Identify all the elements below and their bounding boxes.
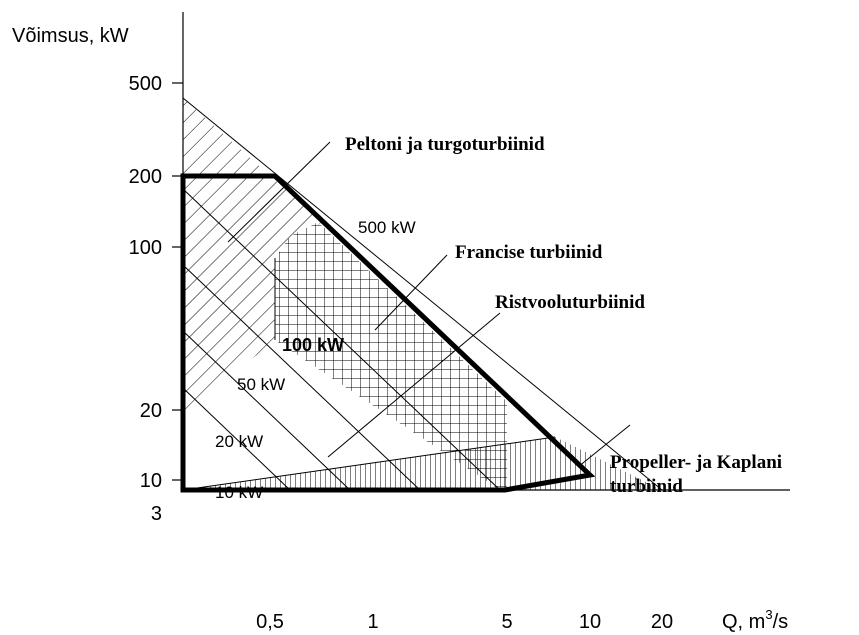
region-label: Francise turbiinid (455, 242, 603, 263)
power-label: 10 kW (215, 483, 263, 502)
y-ticks: 500 200 100 20 10 3 (129, 73, 162, 525)
x-label-unit: /s (773, 611, 789, 633)
x-tick: 10 (579, 611, 601, 633)
x-ticks: 0,5 1 5 10 20 (256, 611, 673, 633)
region-labels: Peltoni ja turgoturbiinid Francise turbi… (345, 134, 782, 497)
kaplan-area (183, 437, 662, 490)
power-label: 50 kW (237, 375, 285, 394)
y-tick: 3 (151, 503, 162, 525)
y-tick: 200 (129, 166, 162, 188)
region-label-line: Propeller- ja Kaplani (610, 452, 782, 473)
y-tick: 10 (140, 470, 162, 492)
x-tick: 20 (651, 611, 673, 633)
outline (180, 173, 596, 493)
y-tick: 20 (140, 400, 162, 422)
x-tick: 0,5 (256, 611, 284, 633)
power-labels: 500 kW 100 kW 50 kW 20 kW 10 kW (215, 218, 416, 502)
y-tick: 100 (129, 237, 162, 259)
power-label: 100 kW (282, 335, 344, 355)
leaders (227, 141, 631, 468)
region-label-line: turbiinid (610, 476, 683, 497)
power-label: 20 kW (215, 432, 263, 451)
francis-area (275, 222, 507, 490)
region-label: Ristvooluturbiinid (495, 292, 645, 313)
x-label: Q, m3/s (722, 607, 788, 633)
x-tick: 1 (367, 611, 378, 633)
region-label: Propeller- ja Kaplani turbiinid (610, 452, 782, 497)
x-tick: 5 (501, 611, 512, 633)
x-label-text: Q, m (722, 611, 765, 633)
power-lines (182, 97, 663, 491)
y-tick: 500 (129, 73, 162, 95)
x-label-sup: 3 (765, 607, 772, 622)
power-label: 500 kW (358, 218, 416, 237)
region-label: Peltoni ja turgoturbiinid (345, 134, 545, 155)
y-label: Võimsus, kW (12, 25, 129, 47)
